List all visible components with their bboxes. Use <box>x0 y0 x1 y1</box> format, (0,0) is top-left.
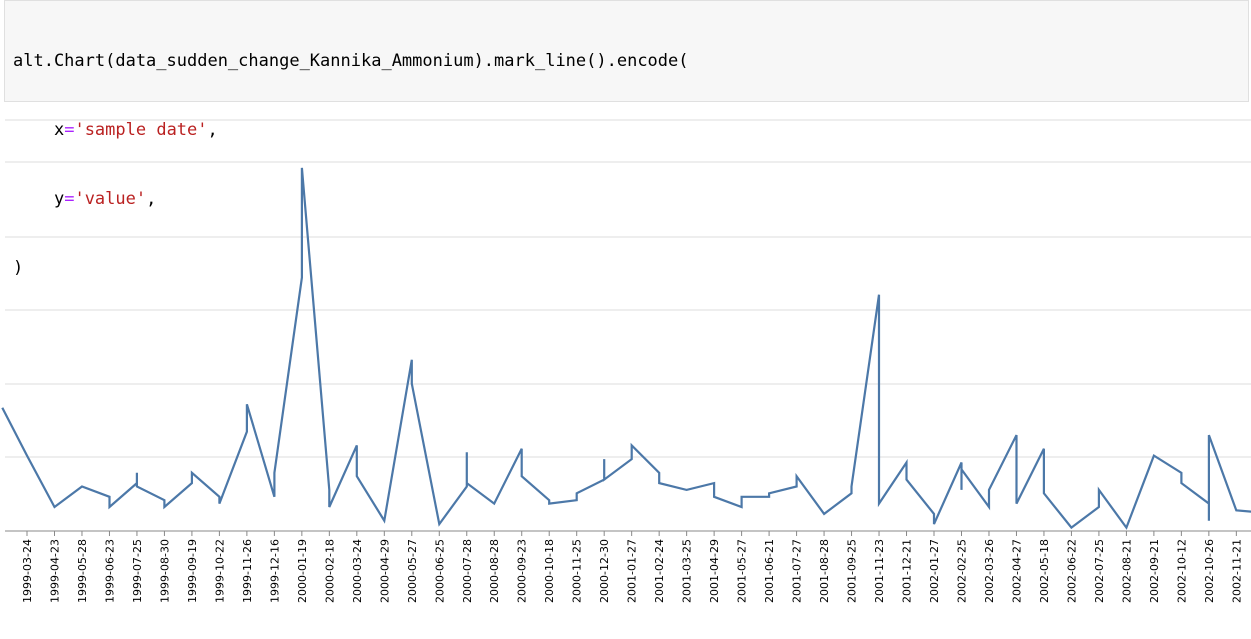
code-x-key: x <box>53 120 65 140</box>
x-tick-label: 2002-10-12 <box>1175 539 1188 603</box>
x-tick-label: 2001-06-21 <box>763 539 776 603</box>
x-tick-label: 2002-11-21 <box>1230 539 1243 603</box>
x-tick-label: 2002-08-21 <box>1120 539 1133 603</box>
x-tick-label: 1999-08-30 <box>158 539 171 603</box>
code-close-paren: ) <box>13 258 24 278</box>
x-tick-label: 2000-03-24 <box>351 539 364 603</box>
code-x-comma: , <box>207 120 218 140</box>
x-tick-label: 2002-01-27 <box>928 539 941 603</box>
x-tick-label: 2001-04-29 <box>708 539 721 603</box>
x-tick-label: 1999-03-24 <box>21 539 34 603</box>
x-tick-label: 2000-05-27 <box>406 539 419 603</box>
x-tick-label: 2001-12-21 <box>901 539 914 603</box>
x-tick-label: 2002-09-21 <box>1148 539 1161 603</box>
code-x-value: 'sample date' <box>74 120 208 140</box>
x-tick-label: 2000-12-30 <box>598 539 611 603</box>
x-tick-label: 2000-04-29 <box>378 539 391 603</box>
x-tick-label: 2001-02-24 <box>653 539 666 603</box>
x-tick-label: 1999-09-19 <box>186 539 199 603</box>
x-tick-label: 2000-11-25 <box>571 539 584 603</box>
code-line-4: ) <box>13 257 1248 280</box>
line-chart: 1999-03-24 1999-04-23 1999-05-28 1999-06-23… <box>1 119 1251 603</box>
code-y-value: 'value' <box>74 189 147 209</box>
code-y-equals: = <box>64 189 75 209</box>
x-tick-label: 2001-11-23 <box>873 539 886 603</box>
x-tick-label: 2001-09-25 <box>846 539 859 603</box>
x-tick-label: 2001-03-25 <box>681 539 694 603</box>
x-tick-label: 2002-10-26 <box>1203 539 1216 603</box>
x-tick-label: 2000-10-18 <box>543 539 556 603</box>
code-line-3: y='value', <box>13 188 1248 211</box>
x-tick-label: 2001-07-27 <box>791 539 804 603</box>
x-tick-label: 2000-01-19 <box>296 539 309 603</box>
code-call: alt.Chart(data_sudden_change_Kannika_Amm… <box>13 51 689 71</box>
x-tick-label: 2000-08-28 <box>488 539 501 603</box>
x-tick-label: 1999-06-23 <box>103 539 116 603</box>
x-tick-label: 2002-04-27 <box>1010 539 1023 603</box>
series-line <box>1 167 1251 530</box>
x-tick-label: 1999-10-22 <box>213 539 226 603</box>
x-tick-label: 1999-11-26 <box>241 539 254 603</box>
x-tick-label: 1999-12-16 <box>268 539 281 603</box>
x-tick-label: 2001-08-28 <box>818 539 831 603</box>
code-y-key: y <box>53 189 65 209</box>
x-tick-label: 2002-06-22 <box>1065 539 1078 603</box>
x-tick-label: 2001-01-27 <box>626 539 639 603</box>
x-tick-label: 1999-04-23 <box>48 539 61 603</box>
code-cell[interactable]: alt.Chart(data_sudden_change_Kannika_Amm… <box>4 0 1249 278</box>
chart-output: 1999-03-24 1999-04-23 1999-05-28 1999-06-23… <box>0 110 1251 635</box>
x-tick-label: 2002-07-25 <box>1093 539 1106 603</box>
code-y-comma: , <box>146 189 157 209</box>
x-tick-label: 2002-05-18 <box>1038 539 1051 603</box>
x-tick-label: 2000-02-18 <box>323 539 336 603</box>
code-line-2: x='sample date', <box>13 119 1248 142</box>
x-tick-label: 1999-05-28 <box>76 539 89 603</box>
code-line-1: alt.Chart(data_sudden_change_Kannika_Amm… <box>13 50 1248 73</box>
x-tick-label: 2001-05-27 <box>736 539 749 603</box>
x-tick-label: 2000-07-28 <box>461 539 474 603</box>
x-tick-label: 2002-03-26 <box>983 539 996 603</box>
x-tick-label: 2002-02-25 <box>955 539 968 603</box>
x-tick-label: 1999-07-25 <box>131 539 144 603</box>
x-tick-label: 2000-09-23 <box>516 539 529 603</box>
code-x-equals: = <box>64 120 75 140</box>
x-tick-label: 2000-06-25 <box>433 539 446 603</box>
